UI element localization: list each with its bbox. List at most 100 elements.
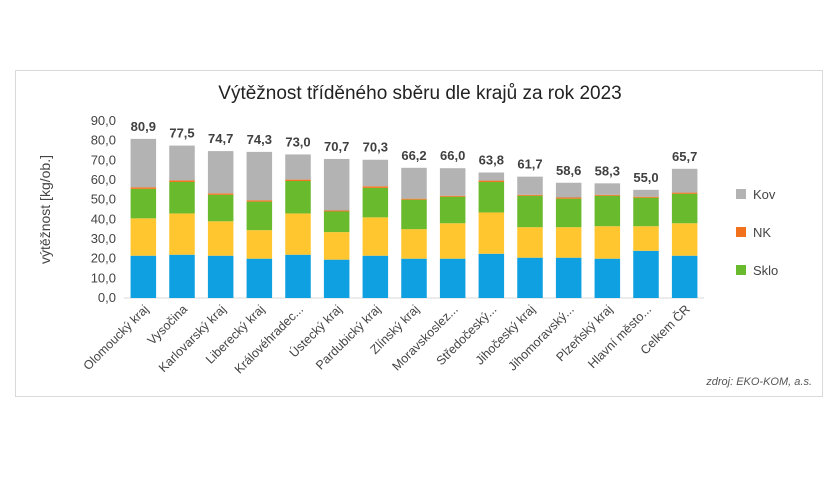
bar-segment-kov bbox=[439, 168, 466, 196]
bar-total-label: 74,7 bbox=[208, 131, 233, 146]
bar-total-label: 74,3 bbox=[247, 132, 272, 147]
bar-segment-series-1 bbox=[439, 258, 466, 298]
bar-segment-series-2 bbox=[246, 230, 273, 259]
legend-label: Kov bbox=[753, 187, 776, 202]
bar-total-label: 70,3 bbox=[363, 140, 388, 155]
y-tick-label: 50,0 bbox=[91, 192, 116, 207]
bar-segment-nk bbox=[633, 196, 659, 198]
legend-swatch bbox=[736, 227, 746, 237]
bar-segment-nk bbox=[555, 197, 582, 199]
bar-segment-series-2 bbox=[207, 221, 234, 256]
y-tick-label: 80,0 bbox=[91, 133, 116, 148]
bar-segment-series-1 bbox=[517, 257, 543, 298]
x-category-label: Olomoucký kraj bbox=[81, 302, 152, 373]
legend-label: Sklo bbox=[753, 263, 778, 278]
bar-segment-series-2 bbox=[285, 213, 311, 255]
chart-svg: 0,0 10,0 20,0 30,0 40,0 50,0 60,0 70,0 80,0 90,0 v… bbox=[37, 113, 778, 376]
y-tick-label: 40,0 bbox=[91, 211, 116, 226]
bar-segment-kov bbox=[633, 189, 659, 197]
source-note: zdroj: EKO-KOM, a.s. bbox=[706, 376, 812, 388]
bar-total-label: 58,3 bbox=[595, 163, 620, 178]
bar-segment-series-1 bbox=[671, 255, 698, 298]
bar-segment-sklo bbox=[517, 195, 543, 228]
bar-segment-sklo bbox=[671, 193, 698, 224]
bar-segment-kov bbox=[594, 183, 621, 195]
bar-segment-sklo bbox=[207, 194, 234, 222]
bar-segment-series-2 bbox=[633, 226, 659, 251]
bar-total-label: 73,0 bbox=[285, 134, 310, 149]
bar-segment-series-1 bbox=[207, 255, 234, 298]
bar-segment-series-2 bbox=[401, 229, 427, 259]
bar-total-label: 63,8 bbox=[479, 153, 504, 168]
bar-segment-series-1 bbox=[362, 255, 389, 298]
bar-segment-sklo bbox=[323, 211, 350, 233]
bar-total-label: 70,7 bbox=[324, 139, 349, 154]
bar-segment-kov bbox=[517, 176, 543, 195]
bar-segment-sklo bbox=[362, 187, 389, 218]
bar-segment-kov bbox=[169, 145, 195, 181]
chart-title: Výtěžnost tříděného sběru dle krajů za r… bbox=[218, 83, 622, 104]
bar-segment-sklo bbox=[130, 188, 157, 219]
bar-segment-kov bbox=[362, 159, 389, 187]
bar-segment-nk bbox=[285, 179, 311, 181]
bar-segment-sklo bbox=[594, 195, 621, 227]
bar-segment-series-2 bbox=[594, 226, 621, 259]
bar-segment-nk bbox=[478, 180, 505, 182]
bar-segment-kov bbox=[130, 138, 157, 188]
bar-total-label: 80,9 bbox=[131, 119, 156, 134]
bar-segment-series-2 bbox=[555, 227, 582, 258]
bar-segment-series-2 bbox=[671, 223, 698, 256]
bar-total-label: 65,7 bbox=[672, 149, 697, 164]
y-tick-label: 60,0 bbox=[91, 172, 116, 187]
bar-segment-nk bbox=[671, 192, 698, 194]
legend-swatch bbox=[736, 189, 746, 199]
bar-segment-nk bbox=[594, 194, 621, 196]
y-tick-label: 90,0 bbox=[91, 113, 116, 128]
legend-swatch bbox=[736, 265, 746, 275]
x-category-label: Karlovarský kraj bbox=[156, 302, 229, 375]
bar-segment-kov bbox=[207, 151, 234, 194]
bar-segment-series-1 bbox=[555, 257, 582, 298]
bar-segment-sklo bbox=[246, 201, 273, 231]
bar-segment-series-1 bbox=[401, 258, 427, 298]
y-axis-label: výtěžnost [kg/ob.] bbox=[37, 155, 53, 264]
legend-label: NK bbox=[753, 225, 771, 240]
bar-segment-nk bbox=[401, 198, 427, 200]
bar-segment-series-1 bbox=[633, 250, 659, 298]
bar-segment-nk bbox=[207, 193, 234, 195]
bar-segment-nk bbox=[169, 180, 195, 182]
bar-segment-sklo bbox=[439, 196, 466, 224]
bar-segment-series-2 bbox=[169, 213, 195, 255]
bar-segment-series-1 bbox=[246, 258, 273, 298]
bar-segment-series-2 bbox=[323, 232, 350, 260]
bar-segment-kov bbox=[671, 168, 698, 193]
bar-segment-nk bbox=[130, 187, 157, 189]
bar-segment-series-2 bbox=[517, 227, 543, 258]
bar-segment-series-1 bbox=[323, 259, 350, 298]
bar-segment-nk bbox=[517, 194, 543, 196]
bar-segment-sklo bbox=[285, 180, 311, 214]
bar-segment-series-1 bbox=[594, 258, 621, 298]
bar-segment-nk bbox=[362, 186, 389, 188]
x-category-label: Královéhradec... bbox=[232, 302, 306, 376]
bar-segment-sklo bbox=[633, 197, 659, 227]
bar-segment-kov bbox=[555, 182, 582, 198]
bar-total-label: 61,7 bbox=[517, 157, 542, 172]
bar-segment-series-1 bbox=[169, 254, 195, 298]
bar-segment-sklo bbox=[478, 181, 505, 213]
bar-segment-kov bbox=[478, 172, 505, 181]
y-tick-label: 70,0 bbox=[91, 152, 116, 167]
bar-segment-kov bbox=[246, 151, 273, 201]
bar-segment-series-1 bbox=[130, 255, 157, 298]
bar-segment-sklo bbox=[555, 198, 582, 228]
bar-segment-kov bbox=[401, 167, 427, 199]
chart-frame: Výtěžnost tříděného sběru dle krajů za r… bbox=[15, 70, 823, 397]
y-tick-label: 10,0 bbox=[91, 270, 116, 285]
bar-segment-series-2 bbox=[439, 223, 466, 259]
bar-segment-kov bbox=[323, 158, 350, 211]
bar-segment-kov bbox=[285, 154, 311, 180]
bar-total-label: 66,0 bbox=[440, 148, 465, 163]
y-tick-label: 30,0 bbox=[91, 231, 116, 246]
bar-total-label: 66,2 bbox=[401, 148, 426, 163]
bar-segment-series-2 bbox=[130, 218, 157, 256]
